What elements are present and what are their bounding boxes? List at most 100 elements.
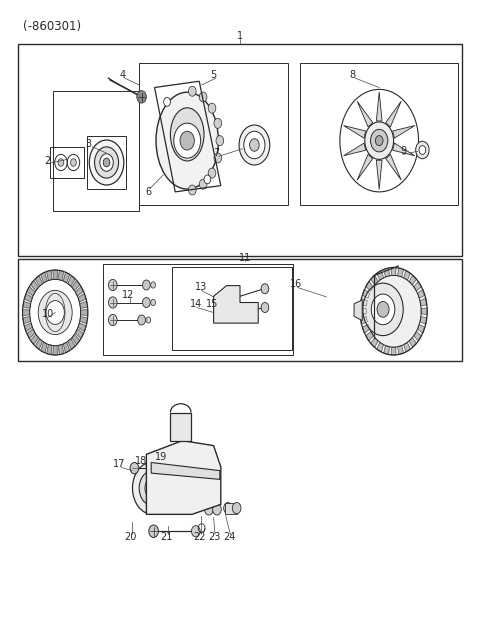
Polygon shape	[386, 101, 401, 127]
Polygon shape	[360, 298, 367, 306]
Circle shape	[199, 179, 207, 189]
Polygon shape	[225, 503, 237, 514]
Circle shape	[375, 136, 383, 146]
Circle shape	[250, 139, 259, 151]
Circle shape	[138, 315, 145, 325]
Ellipse shape	[156, 92, 218, 189]
Circle shape	[143, 298, 150, 308]
Polygon shape	[376, 92, 382, 121]
Polygon shape	[386, 154, 401, 180]
Circle shape	[95, 147, 119, 178]
Polygon shape	[414, 281, 421, 291]
Circle shape	[149, 483, 156, 493]
Text: 9: 9	[400, 146, 406, 156]
Polygon shape	[53, 346, 58, 355]
Polygon shape	[59, 344, 64, 354]
Circle shape	[372, 294, 395, 325]
Circle shape	[71, 159, 76, 166]
Polygon shape	[404, 271, 410, 280]
Circle shape	[89, 140, 124, 185]
Circle shape	[143, 280, 150, 290]
Circle shape	[261, 302, 269, 312]
Circle shape	[108, 279, 117, 291]
Circle shape	[46, 301, 64, 324]
Polygon shape	[72, 334, 80, 344]
Circle shape	[216, 136, 224, 146]
Polygon shape	[47, 271, 52, 281]
Polygon shape	[384, 346, 389, 354]
Circle shape	[366, 276, 421, 347]
Text: 3: 3	[86, 139, 92, 149]
Polygon shape	[371, 275, 378, 285]
Text: 15: 15	[206, 299, 219, 309]
Polygon shape	[23, 301, 31, 308]
Text: 19: 19	[155, 452, 167, 462]
Text: 23: 23	[208, 532, 220, 542]
Polygon shape	[384, 268, 389, 277]
Polygon shape	[24, 294, 33, 302]
Polygon shape	[27, 286, 35, 296]
Circle shape	[232, 503, 241, 514]
Text: 16: 16	[290, 279, 302, 289]
Polygon shape	[78, 323, 86, 331]
Circle shape	[208, 168, 216, 178]
Polygon shape	[418, 289, 425, 298]
Circle shape	[108, 297, 117, 308]
Polygon shape	[398, 268, 404, 277]
Polygon shape	[360, 317, 367, 324]
Text: 8: 8	[350, 70, 356, 80]
Text: 21: 21	[160, 532, 173, 542]
Circle shape	[419, 146, 426, 154]
Polygon shape	[391, 347, 396, 355]
Polygon shape	[404, 342, 410, 352]
Polygon shape	[366, 331, 373, 341]
Circle shape	[149, 525, 158, 538]
Polygon shape	[31, 281, 38, 291]
Text: 2: 2	[44, 156, 50, 166]
Circle shape	[371, 129, 388, 152]
Polygon shape	[80, 301, 87, 308]
Polygon shape	[409, 338, 417, 348]
Polygon shape	[360, 308, 366, 314]
Circle shape	[204, 504, 213, 515]
Circle shape	[146, 317, 151, 323]
Polygon shape	[41, 342, 47, 352]
Text: 1: 1	[237, 31, 243, 41]
Circle shape	[213, 504, 221, 515]
Circle shape	[108, 314, 117, 326]
Circle shape	[132, 462, 173, 514]
Circle shape	[244, 131, 265, 159]
Ellipse shape	[170, 107, 204, 161]
Circle shape	[239, 125, 270, 165]
Polygon shape	[63, 342, 70, 352]
Polygon shape	[80, 317, 87, 324]
Circle shape	[219, 308, 228, 319]
Circle shape	[58, 159, 64, 166]
Text: (-860301): (-860301)	[23, 20, 81, 32]
Polygon shape	[23, 309, 30, 316]
Circle shape	[365, 122, 394, 159]
Polygon shape	[72, 281, 80, 291]
Polygon shape	[75, 329, 84, 339]
Text: 18: 18	[134, 456, 147, 466]
Circle shape	[199, 92, 207, 102]
Polygon shape	[78, 294, 86, 302]
Polygon shape	[344, 143, 366, 156]
Circle shape	[214, 153, 222, 163]
Polygon shape	[35, 276, 43, 286]
Polygon shape	[81, 309, 88, 316]
Polygon shape	[214, 286, 258, 323]
Polygon shape	[393, 143, 415, 156]
Circle shape	[145, 478, 160, 498]
Polygon shape	[27, 329, 35, 339]
Polygon shape	[68, 339, 75, 349]
Circle shape	[139, 471, 166, 506]
Polygon shape	[31, 334, 38, 344]
Circle shape	[100, 154, 113, 171]
Polygon shape	[357, 154, 372, 180]
Text: 5: 5	[210, 70, 217, 80]
Polygon shape	[63, 272, 70, 283]
Text: 20: 20	[124, 532, 137, 542]
Polygon shape	[366, 281, 373, 291]
Text: 4: 4	[120, 70, 125, 80]
